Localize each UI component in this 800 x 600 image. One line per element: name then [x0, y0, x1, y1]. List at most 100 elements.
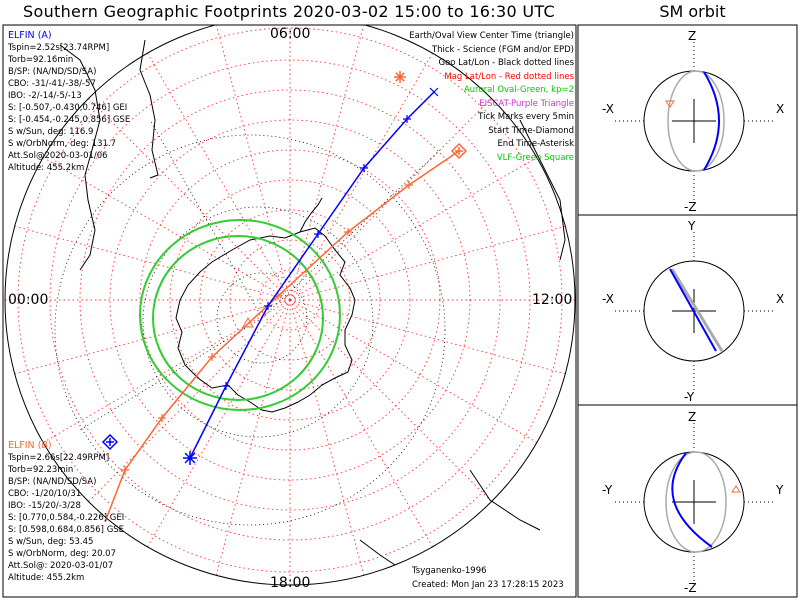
mag-meridian	[215, 25, 291, 301]
legend-entry: Earth/Oval View Center Time (triangle)	[409, 31, 574, 41]
sm-orbit-title: SM orbit	[659, 2, 726, 21]
elfin-a-orbit	[671, 452, 713, 548]
south-america-coastline	[139, 39, 159, 179]
info-line: IBO: -15/20/-3/28	[8, 501, 81, 511]
legend-entry: EISCAT-Purple Triangle	[479, 98, 574, 109]
elfin-b-start-diamond	[450, 142, 468, 160]
auroral-oval	[139, 219, 341, 411]
info-line: Torb=92.16min	[8, 55, 74, 65]
antarctica-coastline	[175, 227, 356, 413]
info-line: S: [0.770,0.584,-0.226] GEI	[8, 513, 125, 523]
elfin-a-orbit	[703, 71, 720, 171]
mag-meridian	[289, 225, 566, 301]
elfin-b-tick	[121, 466, 129, 474]
legend-entry: VLF-Green Square	[496, 152, 574, 163]
satellite-name: ELFIN (B)	[8, 440, 52, 451]
elfin-b-orbit	[667, 70, 725, 172]
footprint-tracks	[101, 71, 468, 523]
coastlines	[59, 39, 566, 566]
nz-coastline	[359, 539, 396, 566]
sm-axis-right: X	[776, 102, 784, 116]
mag-meridian	[289, 157, 538, 301]
info-line: CBO: -31/-41/-38/-57	[8, 79, 96, 89]
australia-coastline	[469, 469, 541, 531]
mag-meridian	[289, 299, 365, 576]
elfin-b-track	[104, 150, 460, 523]
model-note: Tsyganenko-1996	[412, 566, 487, 576]
mag-meridian	[215, 299, 291, 576]
info-line: CBO: -1/20/10/31	[8, 489, 82, 499]
sm-panel-2: Y -Y -X X	[602, 219, 784, 404]
elfin-b-orbit	[670, 268, 724, 352]
sm-orbit-panels: Z -Z -X X Y -Y -X X Z -Z -Y Y	[602, 29, 784, 595]
info-line: Tspin=2.52s[23.74RPM]	[8, 43, 110, 53]
view-triangle	[731, 485, 741, 493]
africa-coastline	[519, 119, 566, 261]
elfin-b-end-asterisk	[394, 71, 406, 83]
sm-axis-bottom: -Z	[684, 581, 697, 595]
map-legend: Earth/Oval View Center Time (triangle) Th…	[409, 30, 574, 165]
info-line: Altitude: 455.2km	[8, 573, 85, 583]
sm-axis-right: Y	[775, 483, 784, 497]
mag-meridian	[147, 52, 291, 301]
mag-meridian	[289, 299, 433, 548]
legend-entry: Auroral Oval-Green, kp=2	[463, 85, 574, 95]
sm-panel-1: Z -Z -X X	[602, 29, 784, 214]
sm-axis-left: -X	[602, 292, 614, 306]
elfin-b-tick	[208, 353, 216, 361]
elfin-a-tick	[360, 164, 368, 172]
mlt-label-left: 00:00	[8, 292, 49, 308]
info-line: S w/Sun, deg: 53.45	[8, 537, 94, 547]
sm-panel-3: Z -Z -Y Y	[602, 410, 784, 595]
elfin-b-info: ELFIN (B) Tspin=2.66s[22.49RPM] Torb=92.23…	[8, 440, 124, 584]
elfin-a-tick	[264, 302, 272, 310]
info-line: S: [-0.507,-0.430,0.746] GEI	[8, 103, 128, 113]
elfin-a-tick	[222, 382, 230, 390]
sm-axis-top: Z	[688, 29, 696, 43]
elfin-a-tick	[314, 230, 322, 238]
info-line: B/SP: (NA/ND/SD/SA)	[8, 67, 97, 77]
mlt-label-right: 12:00	[532, 292, 573, 308]
geo-lat-grid	[54, 134, 446, 526]
sm-frame-2	[577, 214, 798, 406]
legend-entry: Start Time-Diamond	[488, 125, 574, 136]
info-line: S: [-0.454,-0.245,0.856] GSE	[8, 115, 131, 125]
antarctic-peninsula	[299, 197, 323, 233]
elfin-b-center-triangle	[242, 316, 254, 328]
elfin-a-start-diamond	[101, 433, 119, 451]
geo-meridian-3	[79, 317, 263, 431]
legend-entry: Thick - Science (FGM and/or EPD)	[431, 44, 574, 55]
elfin-a-orbit	[669, 268, 717, 352]
south-america-coastline-2	[59, 44, 101, 271]
mag-meridian	[42, 157, 291, 301]
elfin-a-end-asterisk	[183, 451, 197, 465]
info-line: Tspin=2.66s[22.49RPM]	[8, 453, 110, 463]
info-line: Att.Sol@: 2020-03-01/07	[8, 561, 114, 571]
map-frame	[2, 24, 577, 598]
legend-entry: Geo Lat/Lon - Black dotted lines	[438, 58, 574, 68]
sm-frame-3	[577, 404, 798, 598]
info-line: Att.Sol@2020-03-01/06	[8, 151, 108, 161]
sm-axis-top: Y	[687, 219, 696, 233]
legend-entry: Mag Lat/Lon - Red dotted lines	[444, 71, 574, 82]
sm-axis-right: X	[776, 292, 784, 306]
sm-axis-bottom: -Y	[684, 390, 695, 404]
elfin-a-info: ELFIN (A) Tspin=2.52s[23.74RPM] Torb=92.16…	[8, 30, 130, 174]
sm-axis-left: -X	[602, 102, 614, 116]
created-timestamp: Created: Mon Jan 23 17:28:15 2023	[412, 580, 564, 590]
elfin-a-tick	[403, 115, 411, 123]
sm-frame-1	[577, 24, 798, 216]
mag-meridian	[42, 299, 291, 443]
mag-meridian	[289, 299, 538, 443]
mag-meridian	[289, 299, 566, 375]
info-line: B/SP: (NA/ND/SD/SA)	[8, 477, 97, 487]
elfin-b-tick	[344, 228, 352, 236]
mlt-label-bottom: 18:00	[270, 575, 311, 591]
satellite-name: ELFIN (A)	[8, 30, 52, 41]
info-line: S w/OrbNorm, deg: 20.07	[8, 549, 117, 559]
earth-limb	[4, 25, 576, 586]
mag-meridian	[289, 299, 492, 502]
sm-axis-bottom: -Z	[684, 200, 697, 214]
info-line: S: [0.598,0.684,0.856] GSE	[8, 525, 125, 535]
